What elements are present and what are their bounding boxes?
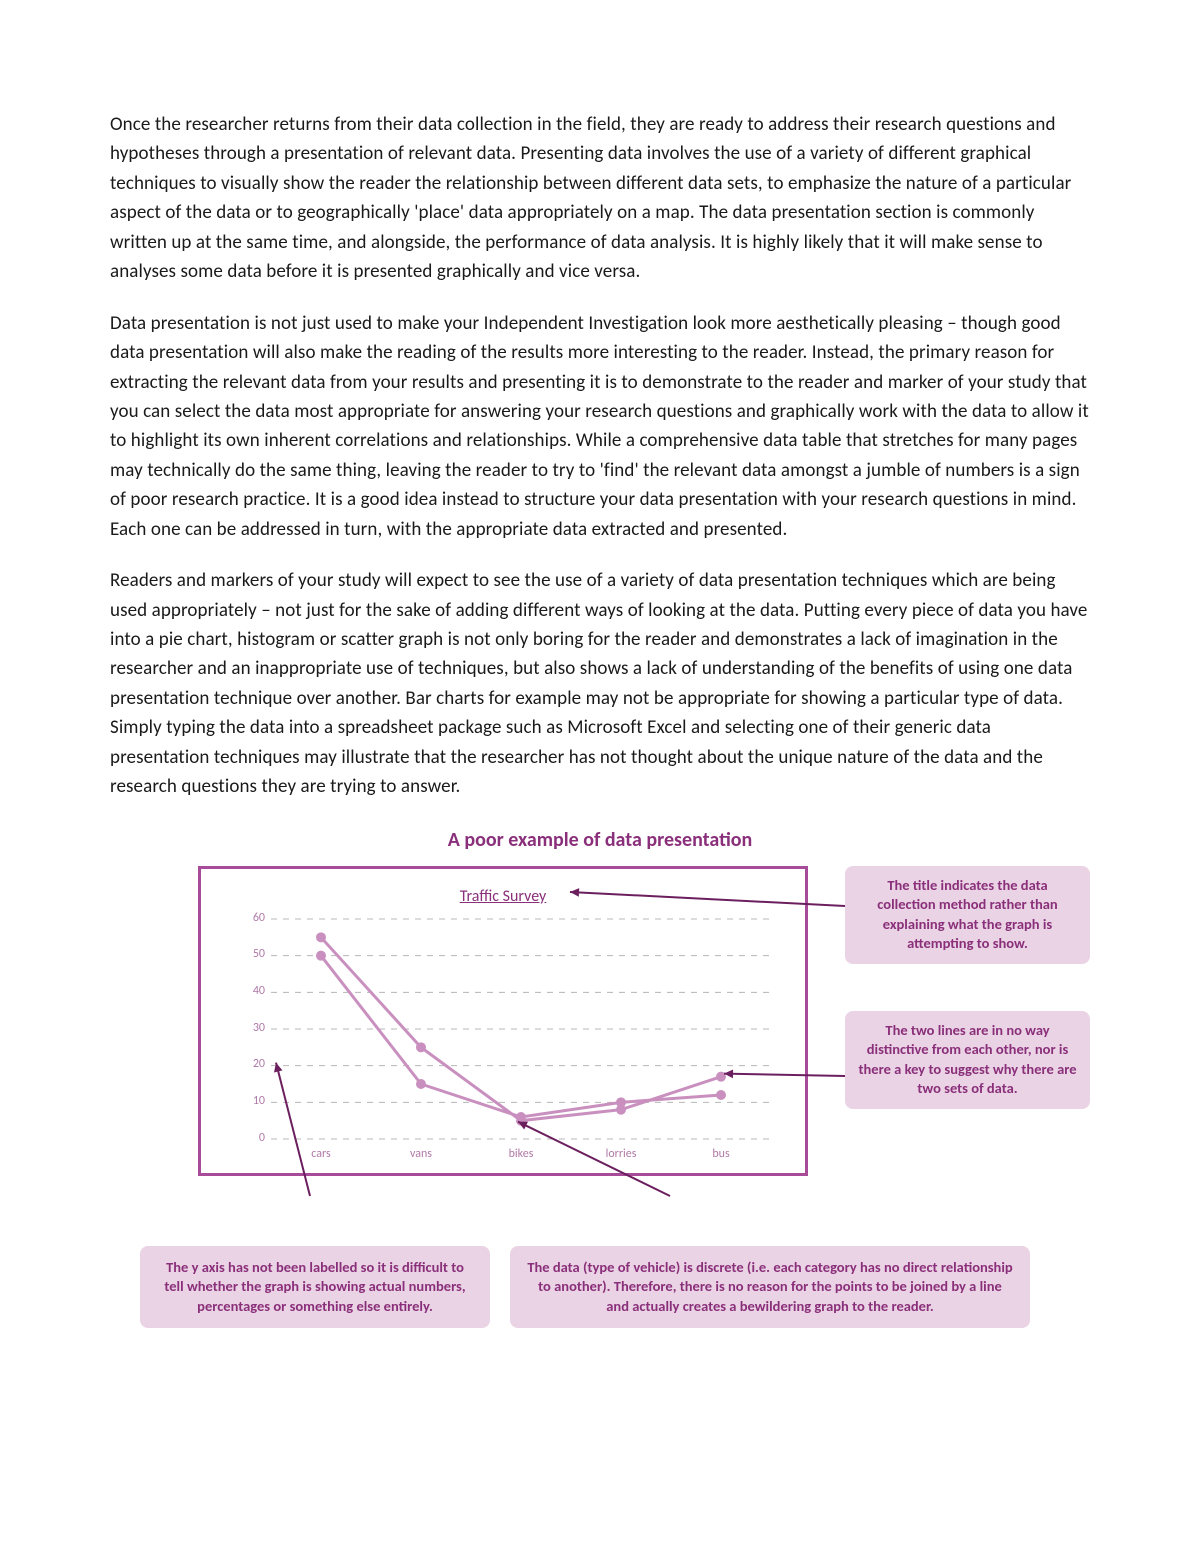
paragraph-2: Data presentation is not just used to ma… — [110, 309, 1090, 545]
y-tick-label: 10 — [237, 1094, 265, 1108]
y-tick-label: 0 — [237, 1131, 265, 1145]
x-category-label: vans — [391, 1147, 451, 1161]
callout-title: The title indicates the data collection … — [845, 866, 1090, 964]
chart-frame: Traffic Survey 0102030405060carsvansbike… — [198, 866, 808, 1176]
callout-yaxis: The y axis has not been labelled so it i… — [140, 1246, 490, 1329]
x-category-label: lorries — [591, 1147, 651, 1161]
y-tick-label: 50 — [237, 947, 265, 961]
figure-heading: A poor example of data presentation — [110, 828, 1090, 852]
y-tick-label: 40 — [237, 984, 265, 998]
x-category-label: cars — [291, 1147, 351, 1161]
y-tick-label: 60 — [237, 911, 265, 925]
paragraph-3: Readers and markers of your study will e… — [110, 566, 1090, 802]
callout-discrete: The data (type of vehicle) is discrete (… — [510, 1246, 1030, 1329]
callout-lines: The two lines are in no way distinctive … — [845, 1011, 1090, 1109]
figure-container: Traffic Survey 0102030405060carsvansbike… — [110, 866, 1090, 1226]
bottom-callouts: The y axis has not been labelled so it i… — [110, 1246, 1090, 1329]
y-tick-label: 30 — [237, 1021, 265, 1035]
chart-plot — [201, 869, 811, 1179]
paragraph-1: Once the researcher returns from their d… — [110, 110, 1090, 287]
y-tick-label: 20 — [237, 1057, 265, 1071]
x-category-label: bikes — [491, 1147, 551, 1161]
chart-inner: Traffic Survey 0102030405060carsvansbike… — [201, 869, 805, 1173]
x-category-label: bus — [691, 1147, 751, 1161]
